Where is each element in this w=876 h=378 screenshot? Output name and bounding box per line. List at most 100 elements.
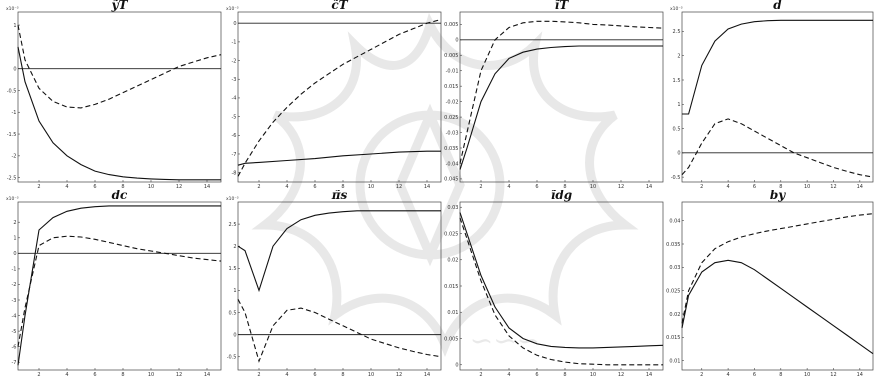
x-tick-label: 14: [857, 184, 863, 190]
y-tick-label: 0.01: [447, 310, 458, 316]
y-exponent-label: x10⁻³: [6, 196, 19, 202]
x-tick-label: 12: [830, 372, 836, 378]
x-tick-label: 2: [257, 372, 260, 378]
plot-frame: [681, 11, 874, 183]
y-tick-label: -7: [232, 152, 237, 158]
y-exponent-label: x10⁻³: [670, 6, 683, 12]
series-solid-line: [237, 210, 441, 293]
y-tick-label: -4: [232, 96, 237, 102]
y-tick-label: -0.04: [446, 161, 459, 167]
y-tick-label: 0.02: [669, 312, 680, 318]
y-tick-label: 2: [13, 220, 16, 226]
chart-panel-3: ĩT 0.005 0 -0.005 -0.01 -0.015 -0.02 -0.025 -0.0…: [444, 0, 664, 190]
x-tick-label: 8: [121, 184, 124, 190]
x-tick-label: 4: [507, 184, 510, 190]
x-tick-label: 4: [285, 184, 288, 190]
y-tick-label: 2: [677, 54, 680, 60]
y-tick-label: 1: [13, 236, 16, 242]
x-tick-label: 2: [479, 372, 482, 378]
y-tick-label: -0.015: [444, 84, 459, 90]
y-tick-label: -0.005: [444, 53, 459, 59]
y-tick-label: 0.005: [444, 336, 458, 342]
plot-frame: [17, 201, 222, 371]
y-tick-label: 0: [233, 21, 236, 27]
y-tick-label: -1: [232, 40, 237, 46]
y-tick-label: 0: [455, 38, 458, 44]
y-tick-label: -2.5: [7, 175, 17, 181]
y-tick-label: -1.5: [7, 132, 17, 138]
y-tick-label: 0.015: [666, 335, 680, 341]
x-tick-label: 2: [257, 184, 260, 190]
x-tick-label: 8: [563, 372, 566, 378]
y-tick-label: -2: [12, 282, 17, 288]
x-tick-label: 6: [313, 184, 316, 190]
x-tick-label: 6: [753, 372, 756, 378]
y-tick-label: 0.04: [669, 218, 680, 224]
y-tick-label: -0.02: [446, 99, 459, 105]
x-tick-label: 2: [37, 184, 40, 190]
y-tick-label: 0.015: [444, 284, 458, 290]
y-tick-label: 2.5: [229, 222, 237, 228]
y-tick-label: -0.5: [671, 175, 681, 181]
x-tick-label: 12: [396, 372, 402, 378]
x-tick-label: 2: [700, 372, 703, 378]
series-dashed-line: [237, 299, 442, 363]
y-tick-label: 2: [233, 244, 236, 250]
x-tick-label: 10: [148, 184, 154, 190]
panel-title: c̃T: [331, 0, 348, 12]
y-tick-label: 0.005: [444, 22, 458, 28]
y-tick-label: 0: [233, 332, 236, 338]
x-tick-label: 8: [341, 372, 344, 378]
x-tick-label: 10: [590, 372, 596, 378]
x-tick-label: 14: [646, 372, 652, 378]
y-tick-label: 1: [13, 23, 16, 29]
x-tick-label: 4: [507, 372, 510, 378]
x-tick-label: 10: [804, 184, 810, 190]
x-tick-label: 6: [93, 184, 96, 190]
y-tick-label: -0.035: [444, 146, 459, 152]
y-exponent-label: x10⁻³: [6, 6, 19, 12]
x-tick-label: 10: [368, 372, 374, 378]
chart-panel-8: by 0.04 0.035 0.03 0.025 0.02 0.015 0.01 2 4 6 8 10 1…: [666, 190, 874, 378]
series-dashed-line: [459, 217, 663, 366]
y-tick-label: -0.045: [444, 177, 459, 183]
x-tick-label: 6: [535, 184, 538, 190]
x-tick-label: 12: [176, 372, 182, 378]
y-tick-label: -0.03: [446, 130, 459, 136]
x-tick-label: 14: [204, 372, 210, 378]
y-tick-label: 0.5: [229, 310, 237, 316]
x-tick-label: 8: [121, 372, 124, 378]
y-exponent-label: x10⁻³: [226, 6, 239, 12]
x-tick-label: 8: [779, 184, 782, 190]
panel-title: d̃: [773, 0, 782, 12]
series-solid-line: [459, 212, 664, 349]
x-tick-label: 6: [535, 372, 538, 378]
panel-title: ĩdg: [551, 190, 572, 202]
y-tick-label: 0.025: [444, 231, 458, 237]
x-tick-label: 6: [753, 184, 756, 190]
y-tick-label: -0.5: [7, 88, 17, 94]
series-solid-line: [681, 259, 874, 355]
x-tick-label: 14: [646, 184, 652, 190]
panel-title: dc: [112, 190, 128, 202]
x-tick-label: 2: [700, 184, 703, 190]
x-tick-label: 8: [779, 372, 782, 378]
plot-frame: [237, 11, 442, 183]
x-tick-label: 6: [93, 372, 96, 378]
plot-frame: [17, 11, 222, 183]
plot-frame: [459, 11, 664, 183]
y-tick-label: 0.025: [666, 288, 680, 294]
y-exponent-label: x10⁻³: [226, 196, 239, 202]
y-tick-label: -1: [12, 110, 17, 116]
x-tick-label: 12: [830, 184, 836, 190]
series-dashed-line: [459, 20, 664, 164]
series-dashed-line: [681, 118, 874, 178]
chart-panel-6: π̃s x10⁻³ 2.5 2 1.5 1 0.5 0 -0.5 2 4 6 8 10 12 14: [226, 190, 442, 378]
x-tick-label: 4: [727, 372, 730, 378]
y-tick-label: 0: [13, 66, 16, 72]
y-tick-label: 0.03: [447, 205, 458, 211]
x-tick-label: 14: [204, 184, 210, 190]
x-tick-label: 10: [368, 184, 374, 190]
series-solid-line: [459, 45, 663, 170]
